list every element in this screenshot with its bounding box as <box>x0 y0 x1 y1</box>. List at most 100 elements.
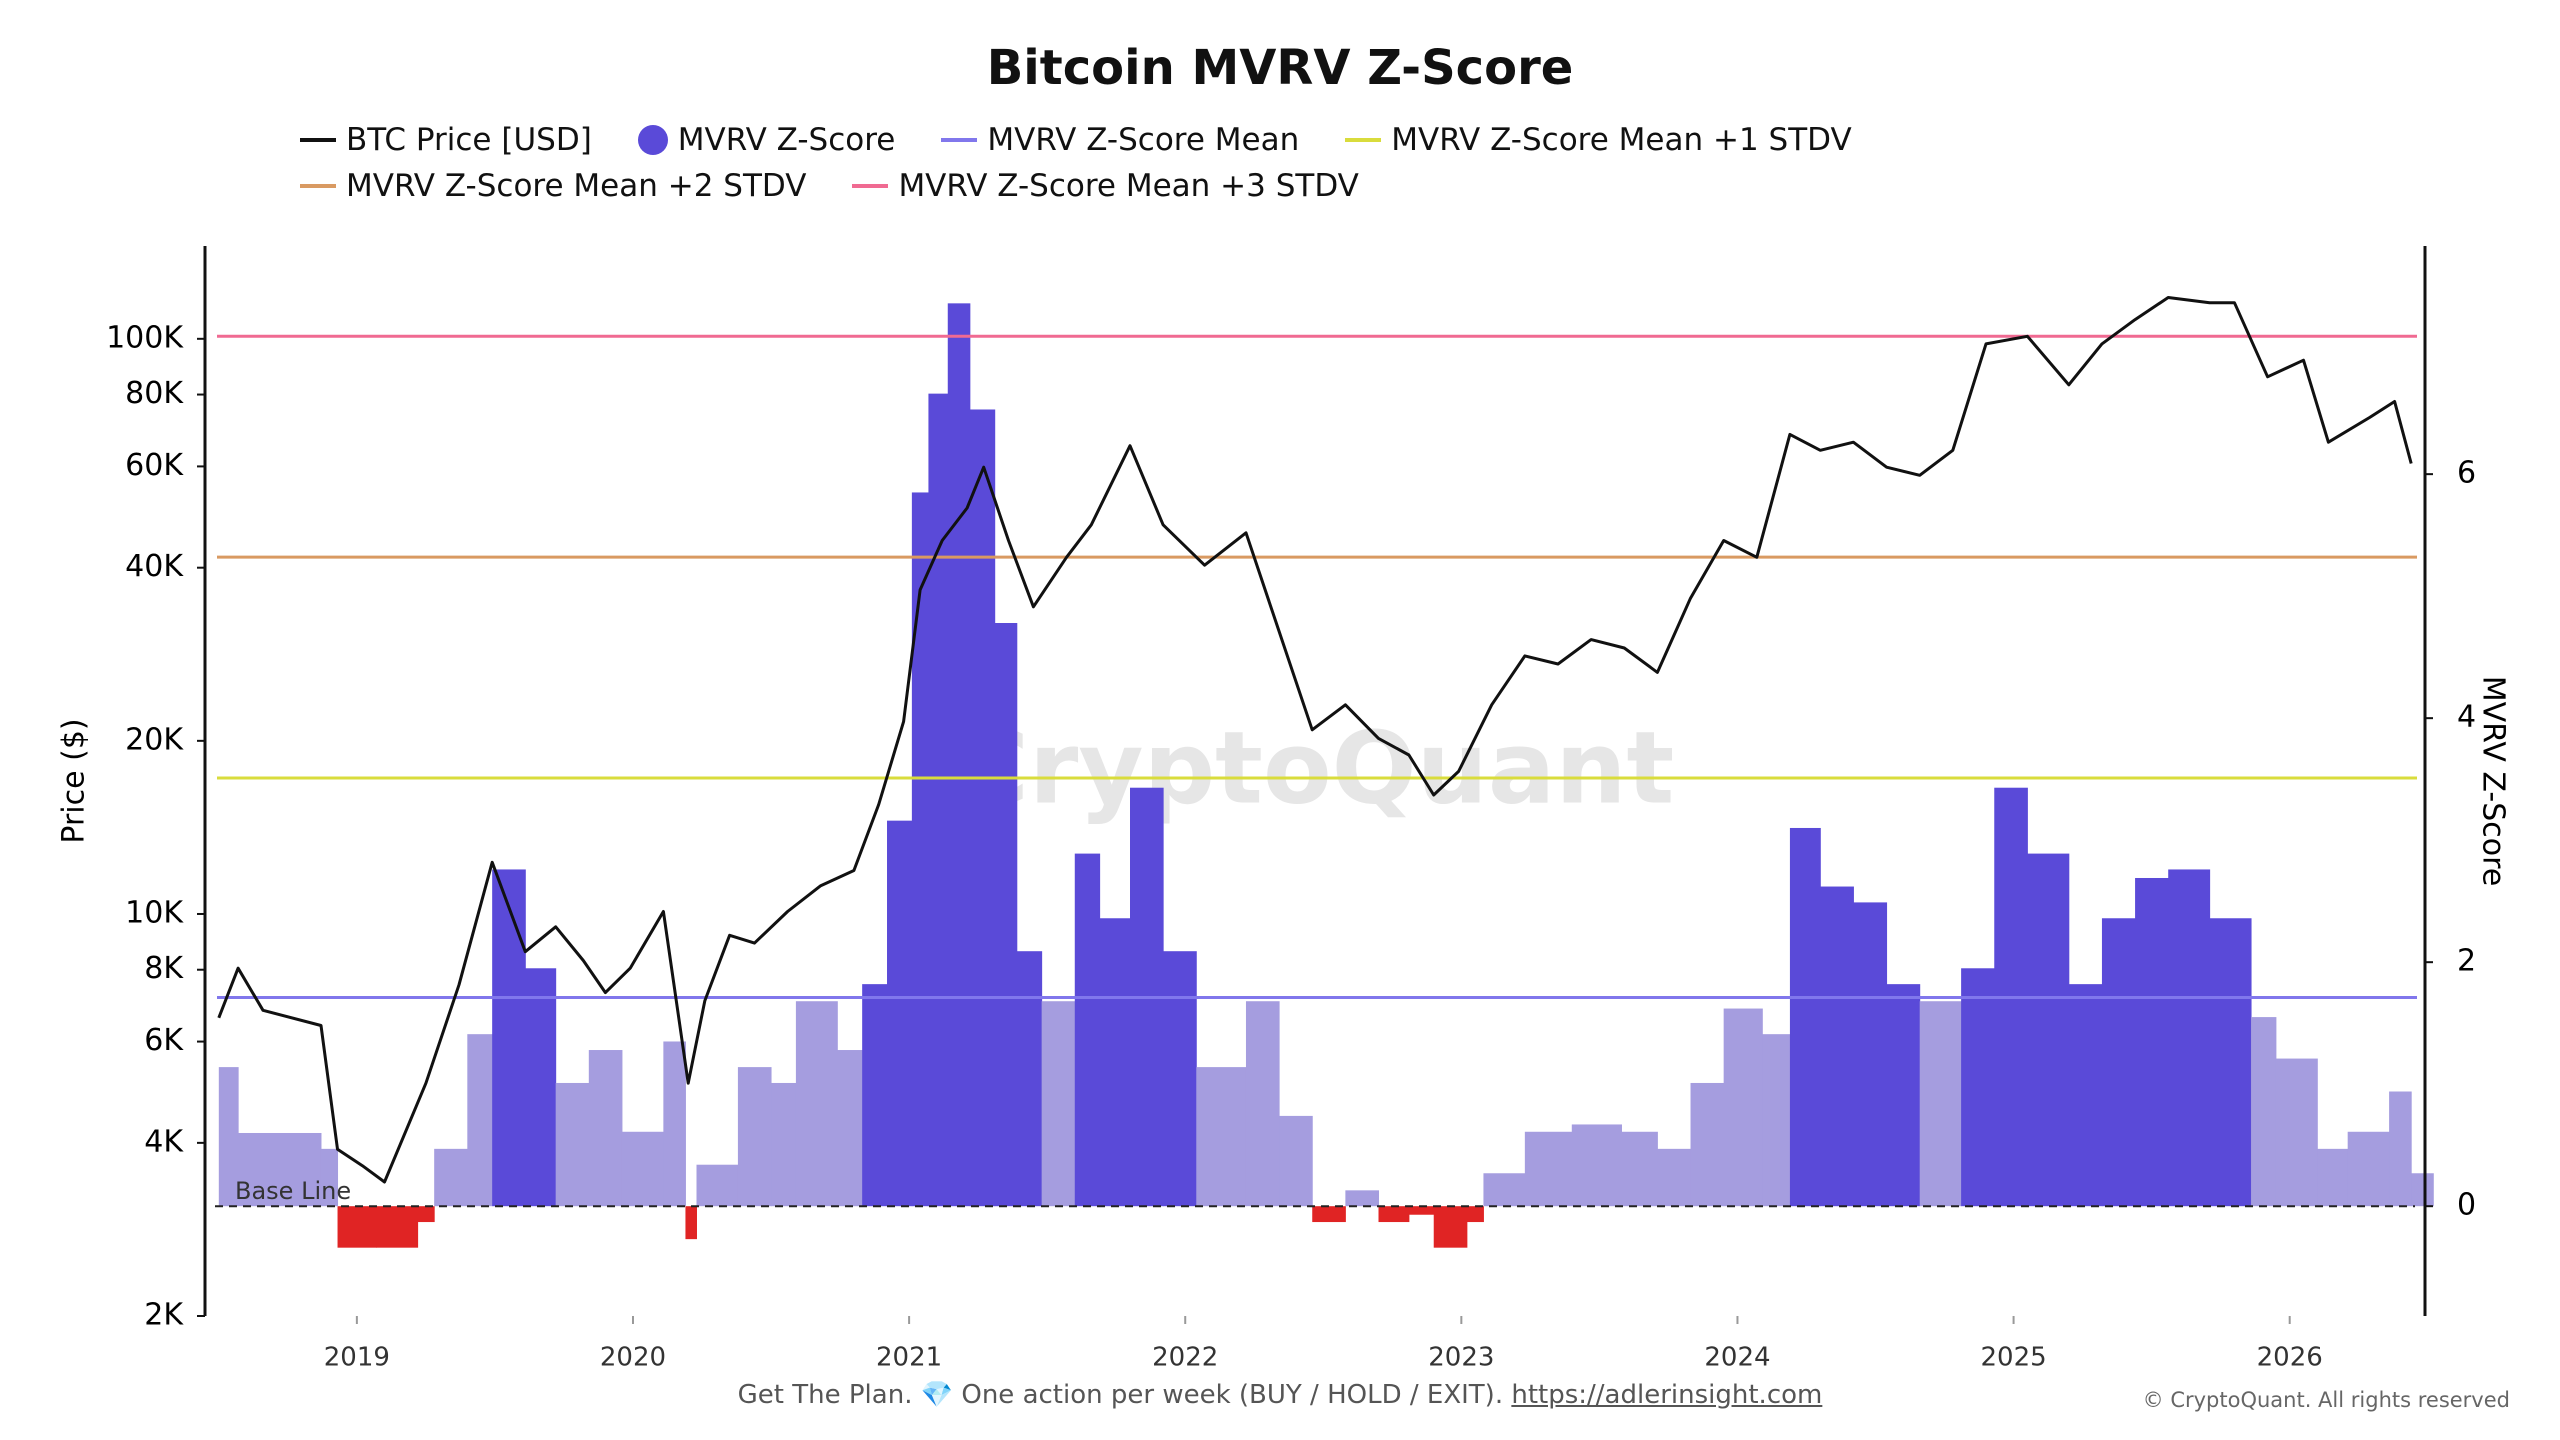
mvrv-bar <box>1345 1190 1380 1207</box>
mvrv-bar <box>2209 918 2252 1207</box>
x-tick-label: 2020 <box>600 1343 666 1373</box>
y-axis-title: Price ($) <box>57 718 92 843</box>
y2-tick-label: 0 <box>2457 1188 2476 1223</box>
mvrv-bar <box>2347 1131 2390 1207</box>
mvrv-bar <box>969 409 996 1207</box>
mvrv-bar <box>320 1148 339 1207</box>
legend-label: MVRV Z-Score Mean +2 STDV <box>346 168 807 204</box>
mvrv-bar <box>862 984 888 1207</box>
legend-label: MVRV Z-Score Mean <box>987 122 1300 158</box>
mvrv-bar <box>525 968 557 1207</box>
mvrv-bar <box>1524 1131 1573 1207</box>
mvrv-bar <box>1657 1148 1692 1207</box>
legend-swatch <box>300 138 336 142</box>
mvrv-bar <box>1312 1206 1346 1223</box>
mvrv-bar <box>238 1132 281 1207</box>
mvrv-bar <box>417 1206 435 1223</box>
legend-label: MVRV Z-Score Mean +1 STDV <box>1391 122 1852 158</box>
x-tick-label: 2022 <box>1152 1343 1218 1373</box>
mvrv-bar <box>887 820 913 1207</box>
mvrv-bar <box>663 1041 686 1207</box>
mvrv-bar <box>1762 1034 1791 1207</box>
mvrv-bar <box>911 492 929 1207</box>
mvrv-bar <box>1074 853 1101 1207</box>
mvrv-bar <box>2135 877 2169 1207</box>
mvrv-bar <box>337 1206 377 1248</box>
x-tick-label: 2021 <box>876 1343 942 1373</box>
legend-swatch <box>300 184 336 188</box>
mvrv-bar <box>555 1082 590 1207</box>
mvrv-bar <box>737 1067 772 1207</box>
mvrv-bar <box>1853 902 1888 1207</box>
x-tick-label: 2025 <box>1980 1343 2046 1373</box>
footer-link[interactable]: https://adlerinsight.com <box>1511 1380 1823 1410</box>
y2-tick-label: 2 <box>2457 944 2476 979</box>
y-tick-label: 2K <box>144 1298 184 1333</box>
x-tick-label: 2023 <box>1428 1343 1494 1373</box>
mvrv-bar <box>994 623 1018 1207</box>
legend-item: BTC Price [USD] <box>300 122 592 158</box>
mvrv-bar <box>795 1001 838 1207</box>
mvrv-bar <box>2101 918 2136 1207</box>
mvrv-bar <box>1163 951 1197 1207</box>
mvrv-bar <box>376 1206 419 1248</box>
y-tick-label: 100K <box>106 320 184 355</box>
mvrv-bar <box>928 393 949 1207</box>
mvrv-bar <box>1789 827 1821 1207</box>
legend: BTC Price [USD] MVRV Z-Score MVRV Z-Score … <box>300 122 2300 204</box>
mvrv-bar <box>1245 1001 1280 1207</box>
y-tick-label: 40K <box>125 549 184 584</box>
mvrv-bar <box>1723 1008 1763 1207</box>
y-tick-label: 6K <box>144 1023 184 1058</box>
mvrv-bar <box>1196 1067 1247 1207</box>
mvrv-bar <box>1483 1173 1526 1207</box>
mvrv-bar <box>279 1132 322 1207</box>
mvrv-bar <box>1099 918 1131 1207</box>
mvrv-bar <box>434 1148 468 1207</box>
mvrv-bar <box>685 1206 697 1240</box>
chart-title: Bitcoin MVRV Z-Score <box>986 40 1574 96</box>
copyright: © CryptoQuant. All rights reserved <box>2142 1388 2510 1412</box>
mvrv-bar <box>2027 853 2070 1207</box>
mvrv-bar <box>2317 1148 2349 1207</box>
mvrv-bar <box>1919 1001 1962 1207</box>
mvrv-bar <box>1041 1001 1076 1207</box>
legend-label: BTC Price [USD] <box>346 122 592 158</box>
mvrv-bar <box>1961 968 1995 1207</box>
mvrv-bar <box>1571 1124 1622 1207</box>
mvrv-bar <box>621 1131 664 1207</box>
legend-label: MVRV Z-Score Mean +3 STDV <box>898 168 1359 204</box>
legend-item: MVRV Z-Score Mean +3 STDV <box>852 168 1359 204</box>
mvrv-bar <box>1279 1115 1313 1207</box>
mvrv-bar <box>467 1034 493 1207</box>
mvrv-bar <box>1621 1131 1658 1207</box>
legend-item: MVRV Z-Score <box>637 122 895 158</box>
x-tick-label: 2019 <box>324 1343 390 1373</box>
mvrv-bar <box>837 1050 863 1207</box>
mvrv-bar <box>1016 951 1043 1207</box>
mvrv-bar <box>2389 1091 2412 1207</box>
y-tick-label: 60K <box>125 448 184 483</box>
x-tick-label: 2026 <box>2257 1343 2323 1373</box>
baseline-label: Base Line <box>235 1177 351 1205</box>
y2-tick-label: 4 <box>2457 700 2476 735</box>
price-line <box>217 296 2413 1184</box>
y-tick-label: 8K <box>144 951 184 986</box>
y-tick-label: 4K <box>144 1124 184 1159</box>
mvrv-bar <box>947 303 971 1207</box>
mvrv-bar <box>2068 984 2103 1207</box>
footer: Get The Plan. 💎 One action per week (BUY… <box>0 1380 2560 1410</box>
mvrv-bar <box>2251 1017 2277 1207</box>
mvrv-bar <box>696 1164 739 1207</box>
y-tick-label: 20K <box>125 722 184 757</box>
legend-swatch <box>1345 138 1382 142</box>
x-tick-label: 2024 <box>1704 1343 1770 1373</box>
mvrv-bar <box>2411 1173 2434 1207</box>
y-tick-label: 10K <box>125 895 184 930</box>
legend-item: MVRV Z-Score Mean +2 STDV <box>300 168 806 204</box>
legend-swatch <box>941 138 978 142</box>
legend-swatch <box>637 125 668 155</box>
mvrv-bar <box>2275 1058 2318 1207</box>
